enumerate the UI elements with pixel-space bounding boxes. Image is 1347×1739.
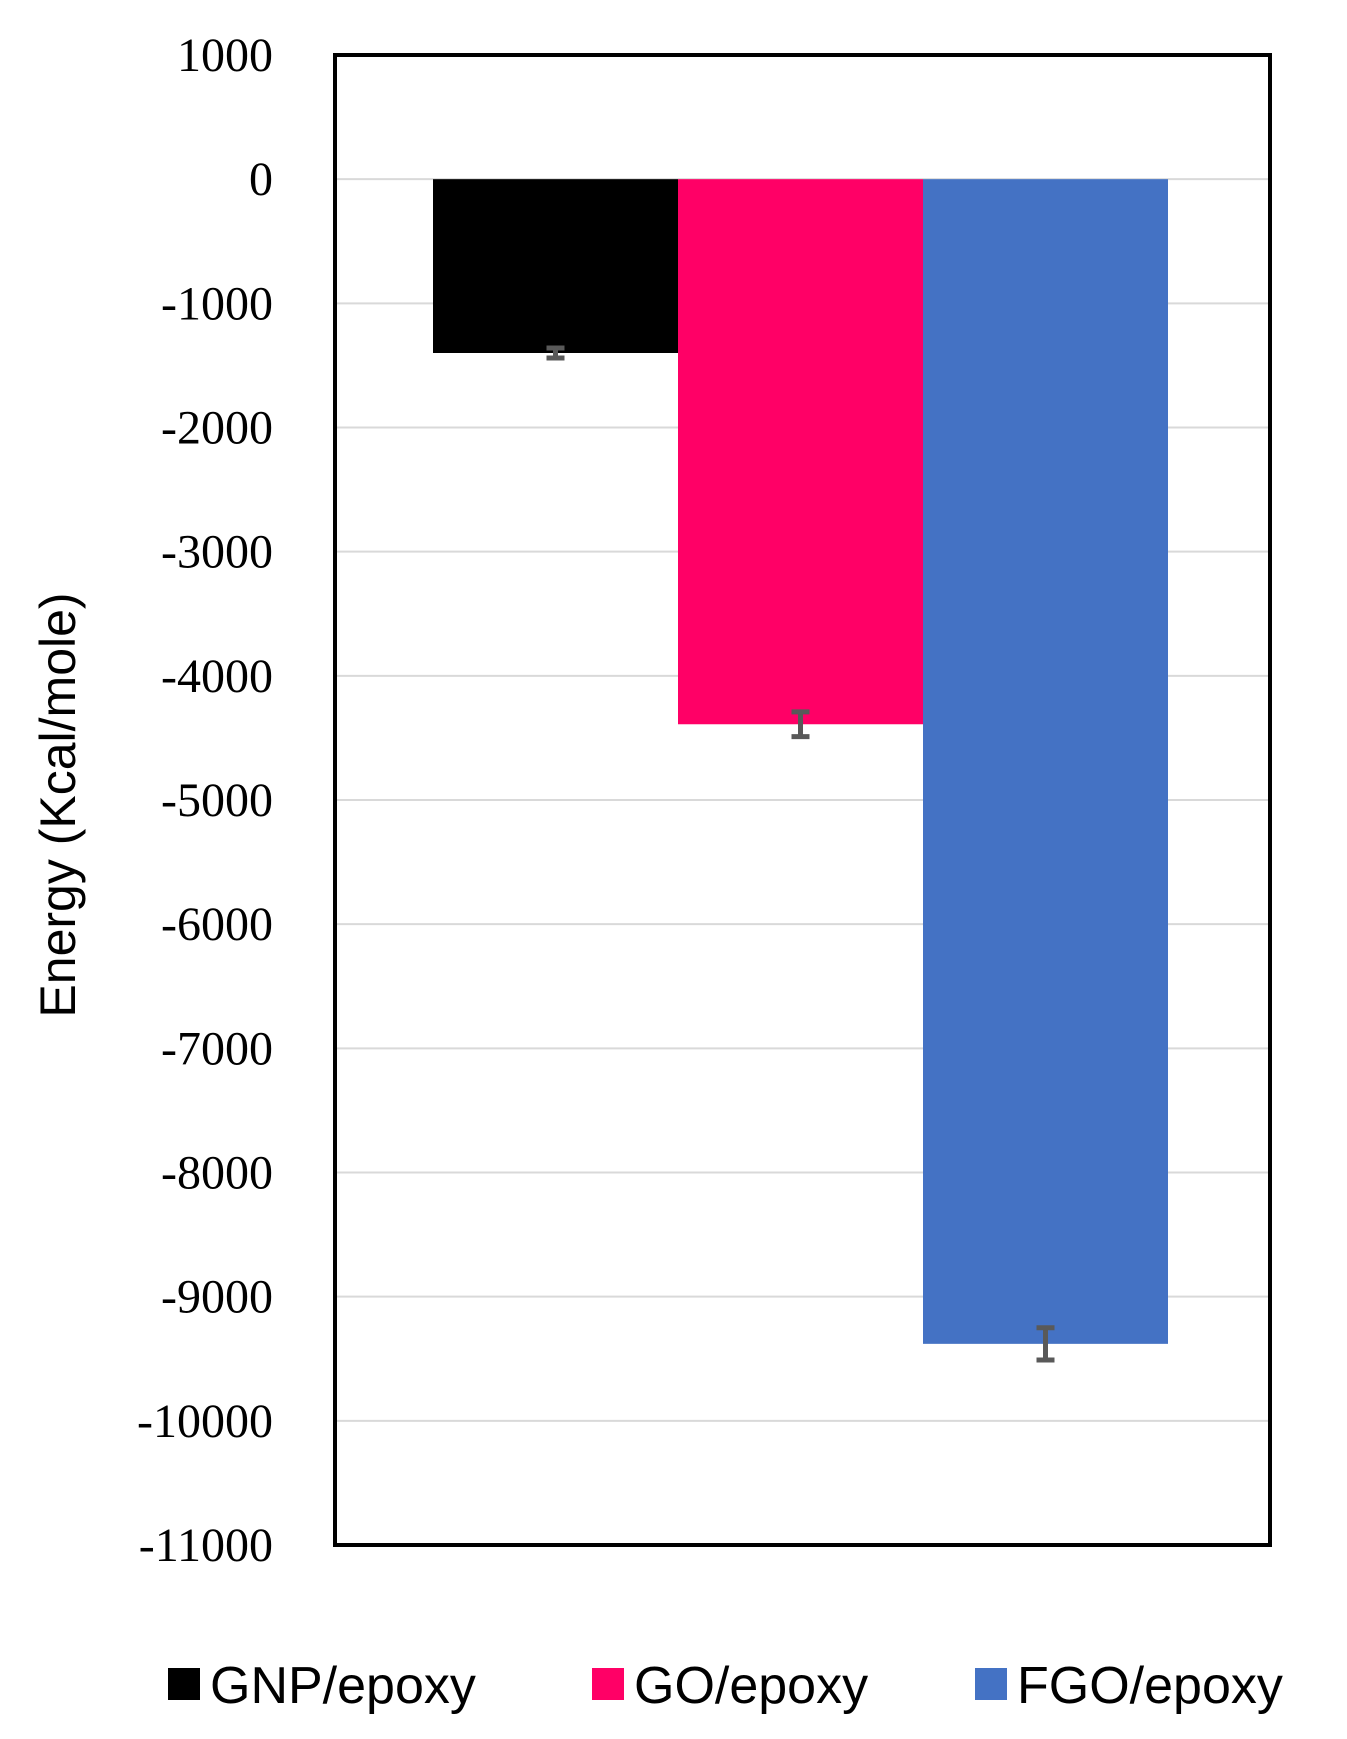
y-tick-label: -5000 [161, 774, 273, 827]
error-bars [546, 345, 1055, 1363]
bar-fgo-epoxy [923, 179, 1168, 1344]
y-axis-title: Energy (Kcal/mole) [30, 592, 86, 1017]
y-tick-label: -3000 [161, 526, 273, 579]
y-tick-label: 1000 [177, 29, 273, 82]
bar-gnp-epoxy [433, 179, 678, 353]
y-tick-label: -11000 [139, 1519, 273, 1572]
legend-label: FGO/epoxy [1017, 1657, 1283, 1715]
y-tick-label: -10000 [137, 1395, 273, 1448]
error-bar [1036, 1325, 1055, 1363]
error-bar [791, 709, 810, 740]
y-tick-label: -6000 [161, 898, 273, 951]
legend-swatch [975, 1668, 1007, 1700]
bar-go-epoxy [678, 179, 923, 725]
bars [433, 179, 1168, 1344]
legend-label: GO/epoxy [634, 1657, 868, 1715]
legend-item: GNP/epoxy [168, 1657, 476, 1715]
legend-item: FGO/epoxy [975, 1657, 1283, 1715]
y-tick-label: -4000 [161, 650, 273, 703]
y-tick-label: -8000 [161, 1147, 273, 1200]
y-tick-label: -1000 [161, 277, 273, 330]
y-tick-label: -7000 [161, 1022, 273, 1075]
y-tick-label: -9000 [161, 1271, 273, 1324]
y-tick-labels: 1000 0 -1000 -2000 -3000 -4000 -5000 -6000 -7000… [137, 29, 273, 1572]
y-tick-label: -2000 [161, 402, 273, 455]
plot-frame [333, 53, 1272, 1547]
legend-swatch [168, 1668, 200, 1700]
legend-swatch [592, 1668, 624, 1700]
legend-item: GO/epoxy [592, 1657, 868, 1715]
error-bar [546, 345, 565, 361]
legend-label: GNP/epoxy [210, 1657, 476, 1715]
legend: GNP/epoxy GO/epoxy FGO/epoxy [168, 1657, 1283, 1715]
y-tick-label: 0 [249, 153, 273, 206]
